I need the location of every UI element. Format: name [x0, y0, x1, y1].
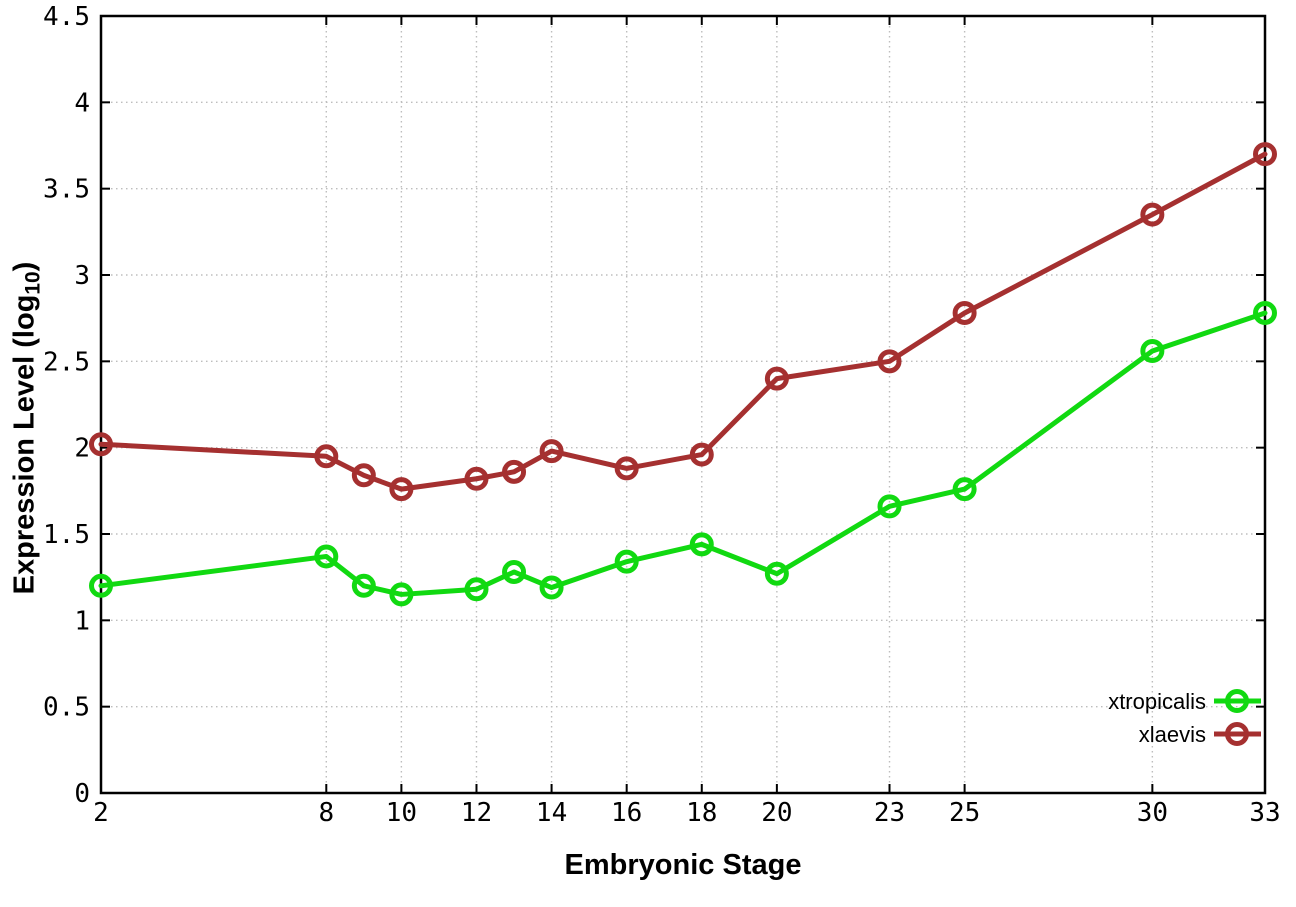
legend-item-xlaevis: xlaevis — [1139, 722, 1261, 747]
data-point — [689, 442, 714, 467]
data-point — [389, 582, 414, 607]
y-tick-label: 1 — [74, 606, 90, 636]
y-tick-label: 4.5 — [43, 2, 90, 32]
data-point — [952, 300, 977, 325]
y-axis-title-text: Expression Level (log — [8, 294, 41, 595]
x-tick-label: 25 — [949, 798, 980, 828]
data-point — [614, 549, 639, 574]
data-point — [539, 575, 564, 600]
legend-marker — [1225, 689, 1249, 713]
y-tick-label: 3 — [74, 261, 90, 291]
series-line-xtropicalis — [98, 310, 1268, 597]
legend-item-xtropicalis: xtropicalis — [1108, 689, 1261, 714]
series-xlaevis — [89, 142, 1277, 502]
data-point — [351, 463, 376, 488]
y-tick-label: 4 — [74, 88, 90, 118]
data-point — [89, 432, 113, 457]
y-tick-label: 0 — [74, 779, 90, 809]
x-tick-label: 12 — [461, 798, 492, 828]
data-point — [464, 577, 489, 602]
legend-label: xtropicalis — [1108, 689, 1206, 714]
x-tick-label: 14 — [536, 798, 567, 828]
data-point — [689, 532, 714, 557]
x-tick-label: 2 — [93, 798, 109, 828]
x-tick-label: 18 — [686, 798, 717, 828]
data-point — [1253, 142, 1277, 167]
data-point — [351, 573, 376, 598]
data-point — [764, 366, 789, 391]
legend-marker — [1225, 722, 1249, 746]
x-axis-title: Embryonic Stage — [564, 849, 802, 881]
data-point — [1253, 300, 1277, 325]
y-axis-title-close: ) — [8, 261, 41, 272]
x-tick-label: 30 — [1137, 798, 1168, 828]
y-tick-label: 3.5 — [43, 175, 90, 205]
data-point — [1140, 202, 1165, 227]
legend-label: xlaevis — [1139, 722, 1206, 747]
data-point — [614, 456, 639, 481]
y-tick-label: 0.5 — [43, 693, 90, 723]
x-tick-label: 16 — [611, 798, 642, 828]
axis-ticks — [100, 15, 1266, 794]
data-point — [389, 477, 414, 502]
y-tick-label: 1.5 — [43, 520, 90, 550]
data-point — [1140, 338, 1165, 363]
data-point — [539, 439, 564, 464]
plot-border — [99, 14, 1267, 795]
gridlines — [101, 16, 1265, 793]
x-tick-label: 20 — [761, 798, 792, 828]
data-point — [764, 561, 789, 586]
x-tick-label: 10 — [386, 798, 417, 828]
series-xtropicalis — [89, 300, 1277, 607]
data-point — [314, 444, 339, 469]
data-point — [89, 573, 113, 598]
y-tick-label: 2 — [74, 434, 90, 464]
x-tick-label: 33 — [1249, 798, 1280, 828]
x-tick-labels: 2 8 10 12 14 16 18 20 23 25 30 33 — [93, 798, 1280, 828]
y-axis-title: Expression Level (log10) — [9, 262, 46, 595]
x-tick-label: 23 — [874, 798, 905, 828]
y-axis-title-subscript: 10 — [21, 271, 45, 295]
x-tick-label: 8 — [318, 798, 334, 828]
y-tick-label: 2.5 — [43, 347, 90, 377]
data-point — [314, 544, 339, 569]
data-point — [877, 494, 902, 519]
data-point — [502, 559, 527, 584]
data-point — [502, 459, 527, 484]
series-line-xlaevis — [98, 151, 1268, 492]
y-tick-labels: 0 0.5 1 1.5 2 2.5 3 3.5 4 4.5 — [43, 2, 90, 809]
data-point — [464, 466, 489, 491]
data-point — [877, 349, 902, 374]
legend: xtropicalis xlaevis — [1108, 689, 1261, 747]
data-point — [952, 477, 977, 502]
